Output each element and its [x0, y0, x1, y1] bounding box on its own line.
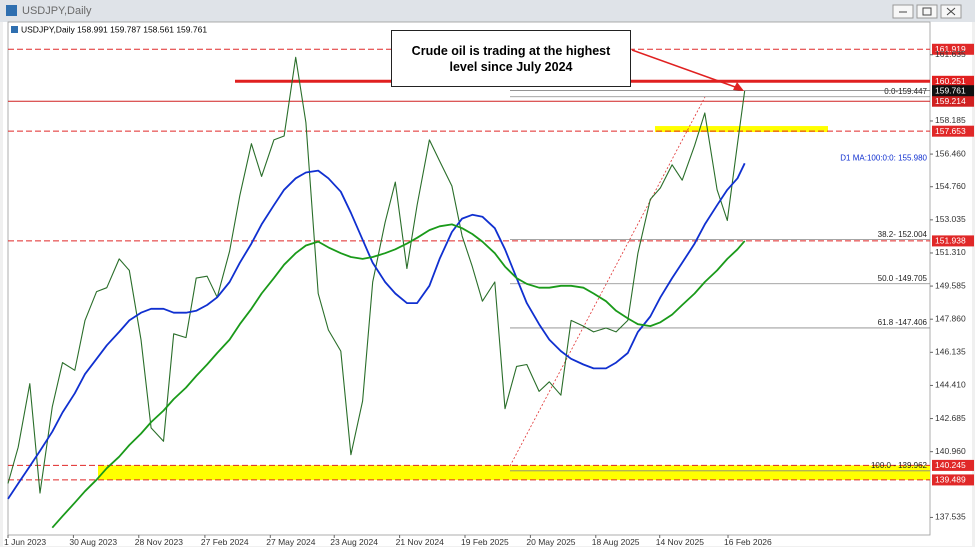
x-tick-label: 1 Jun 2023: [4, 537, 46, 547]
restore-icon: [922, 7, 932, 16]
x-tick-label: 16 Feb 2026: [724, 537, 772, 547]
fib-trend-line: [509, 96, 706, 467]
bands: [98, 126, 930, 480]
x-tick-label: 20 May 2025: [526, 537, 575, 547]
y-tick-label: 147.860: [935, 313, 966, 323]
fib-label: 38.2- 152.004: [878, 230, 928, 239]
fib-label: 61.8 -147.406: [878, 318, 928, 327]
x-tick-label: 23 Aug 2024: [330, 537, 378, 547]
annotation-arrowhead: [733, 82, 744, 91]
price-level-box: [932, 474, 974, 486]
x-tick-label: 27 May 2024: [266, 537, 315, 547]
window-title: USDJPY,Daily: [22, 5, 92, 17]
moving-average: [51, 223, 746, 529]
series: D1 MA:100:0:0: 155.980: [7, 56, 928, 529]
price-level-box: [932, 235, 974, 247]
price-level-label: 159.214: [935, 96, 966, 106]
price-level-label: 151.938: [935, 236, 966, 246]
fibonacci: 0.0-159.447 38.2- 152.004 50.0 -149.705 61.…: [509, 87, 930, 472]
x-tick-label: 30 Aug 2023: [69, 537, 117, 547]
moving-average-label: D1 MA:100:0:0: 155.980: [840, 153, 927, 162]
close-icon: [946, 7, 956, 16]
price-level-label: 157.653: [935, 126, 966, 136]
y-tick-label: 146.135: [935, 347, 966, 357]
highlight-band: [655, 126, 828, 133]
price-level-label: 160.251: [935, 76, 966, 86]
x-tick-label: 21 Nov 2024: [396, 537, 444, 547]
price-level-box: [932, 75, 974, 87]
fib-label: 50.0 -149.705: [878, 274, 928, 283]
y-tick-label: 140.960: [935, 446, 966, 456]
price-level-label: 161.919: [935, 44, 966, 54]
title-bar: [0, 0, 975, 22]
y-tick-label: 151.310: [935, 247, 966, 257]
annotation-arrow: [631, 49, 739, 89]
y-tick-label: 149.585: [935, 280, 966, 290]
price-level-box: [932, 43, 974, 55]
x-tick-label: 27 Feb 2024: [201, 537, 249, 547]
x-tick-label: 14 Nov 2025: [656, 537, 704, 547]
highlight-band: [98, 465, 930, 480]
price-line: [7, 56, 746, 494]
x-tick-label: 18 Aug 2025: [592, 537, 640, 547]
y-tick-label: 142.685: [935, 413, 966, 423]
current-price-label: 159.761: [935, 85, 966, 95]
y-tick-label: 158.185: [935, 115, 966, 125]
restore-button[interactable]: [916, 4, 938, 19]
fib-label: 100.0 - 139.962: [871, 461, 928, 470]
fib-label: 0.0-159.447: [884, 87, 927, 96]
price-level-box: [932, 95, 974, 107]
axes: 161.919 160.251 159.214 157.653 151.938 140.2…: [4, 43, 974, 547]
y-tick-label: 144.410: [935, 380, 966, 390]
y-tick-label: 137.535: [935, 512, 966, 522]
y-tick-label: 161.635: [935, 49, 966, 59]
plot-area: [7, 21, 931, 536]
window-icon: [6, 5, 17, 16]
x-tick-label: 28 Nov 2023: [135, 537, 183, 547]
moving-average: [7, 162, 746, 500]
price-level-label: 139.489: [935, 475, 966, 485]
price-level-label: 140.245: [935, 460, 966, 470]
price-level-box: [932, 459, 974, 471]
y-tick-label: 153.035: [935, 214, 966, 224]
y-tick-label: 156.460: [935, 148, 966, 158]
symbol-icon: [11, 26, 18, 33]
annotation-box: Crude oil is trading at the highest leve…: [391, 30, 631, 87]
price-level-box: [932, 125, 974, 137]
x-tick-label: 19 Feb 2025: [461, 537, 509, 547]
current-price-box: [932, 85, 974, 97]
chart-header: USDJPY,Daily 158.991 159.787 158.561 159…: [21, 24, 207, 34]
y-tick-label: 154.760: [935, 181, 966, 191]
